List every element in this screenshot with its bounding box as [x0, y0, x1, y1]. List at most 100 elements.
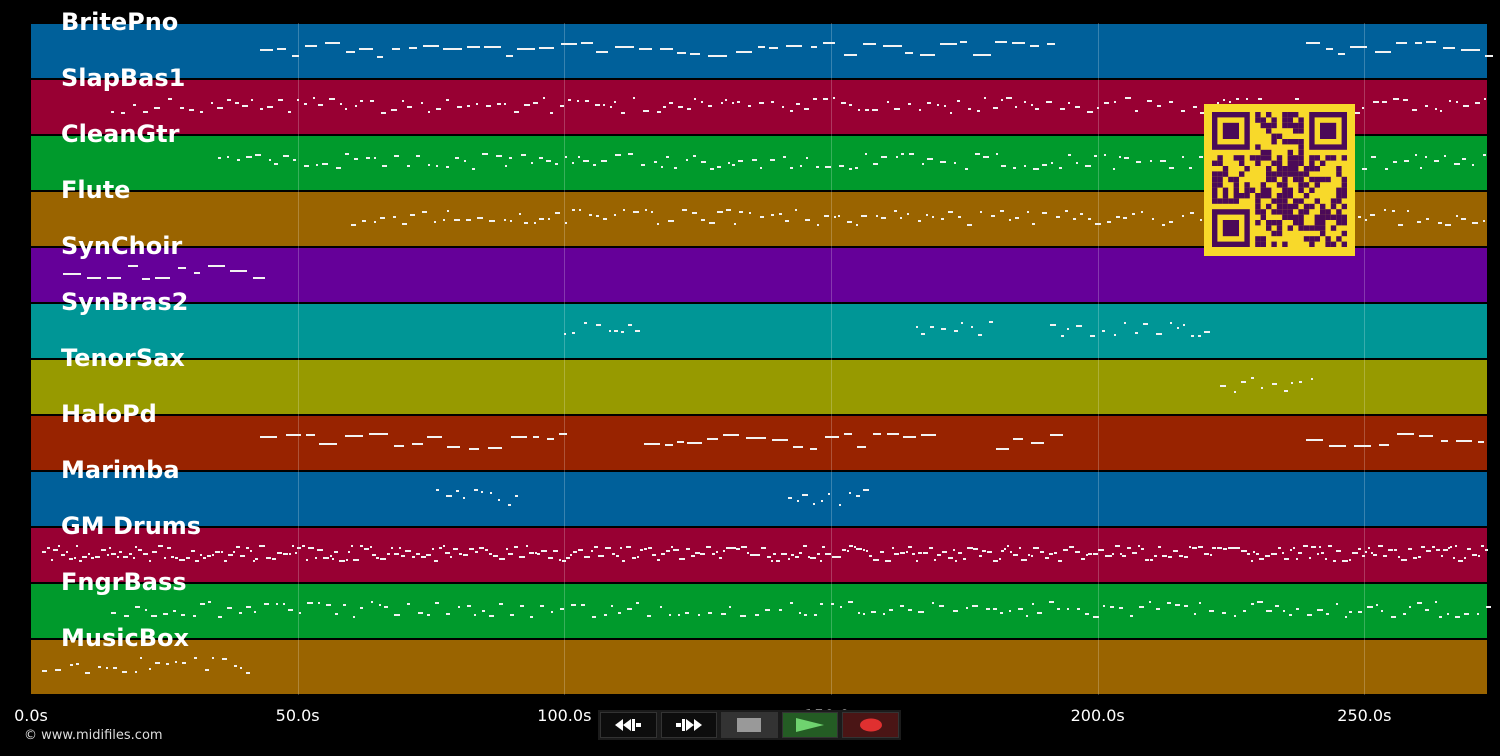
midi-note	[604, 547, 611, 549]
midi-note	[749, 554, 756, 556]
midi-note	[998, 558, 1001, 560]
midi-note	[405, 550, 412, 552]
midi-note	[1174, 604, 1181, 606]
track-name-label: HaloPd	[61, 400, 157, 428]
midi-note	[748, 212, 751, 214]
midi-note	[1247, 553, 1251, 555]
midi-note	[253, 277, 265, 279]
midi-note	[498, 603, 503, 605]
midi-note	[267, 106, 273, 108]
midi-note	[899, 605, 904, 607]
midi-note	[864, 109, 870, 111]
midi-note	[1093, 155, 1098, 157]
midi-note	[112, 667, 118, 669]
rewind-icon	[615, 719, 642, 731]
midi-note	[614, 214, 617, 216]
midi-note	[391, 547, 394, 549]
midi-note	[368, 433, 388, 435]
midi-note	[180, 107, 185, 109]
midi-note	[94, 556, 101, 558]
midi-note	[1076, 325, 1082, 327]
midi-note	[734, 223, 737, 225]
midi-note	[906, 213, 910, 215]
midi-note	[1180, 110, 1186, 112]
midi-note	[1338, 53, 1345, 55]
midi-note	[1393, 98, 1400, 100]
midi-note	[393, 216, 396, 218]
midi-note	[580, 42, 593, 44]
midi-note	[808, 556, 811, 558]
midi-note	[485, 549, 489, 551]
midi-note	[1042, 212, 1048, 214]
record-button[interactable]	[842, 712, 899, 738]
midi-note	[1448, 100, 1451, 102]
midi-note	[550, 611, 553, 613]
midi-note	[524, 104, 530, 106]
midi-note	[291, 55, 300, 57]
time-tick-label: 250.0s	[1337, 706, 1392, 725]
fast-forward-button[interactable]	[660, 712, 718, 738]
midi-note	[1392, 161, 1398, 163]
midi-note	[904, 52, 913, 54]
midi-note	[276, 48, 286, 50]
play-button[interactable]	[781, 712, 839, 738]
midi-note	[936, 554, 941, 556]
midi-note	[269, 159, 272, 161]
midi-note	[1119, 607, 1124, 609]
stop-button[interactable]	[721, 712, 778, 738]
rewind-button[interactable]	[600, 712, 657, 738]
midi-note	[1228, 101, 1231, 103]
midi-note	[640, 164, 646, 166]
midi-note	[41, 670, 48, 672]
midi-note	[718, 557, 723, 559]
midi-note	[972, 605, 978, 607]
midi-note	[1050, 162, 1053, 164]
midi-note	[999, 210, 1004, 212]
midi-note	[623, 209, 626, 211]
midi-note	[827, 493, 830, 495]
midi-note	[133, 104, 137, 106]
midi-note	[1066, 608, 1069, 610]
midi-note	[1250, 560, 1253, 562]
midi-note	[920, 54, 936, 56]
midi-note	[785, 45, 802, 47]
midi-note	[155, 662, 160, 664]
midi-note	[895, 156, 898, 158]
midi-note	[1057, 560, 1062, 562]
midi-note	[519, 213, 522, 215]
midi-note	[856, 548, 863, 550]
midi-note	[521, 154, 526, 156]
midi-note	[735, 51, 752, 53]
midi-note	[1332, 560, 1336, 562]
midi-note	[1305, 439, 1324, 441]
midi-note	[463, 497, 466, 499]
midi-note	[1018, 608, 1023, 610]
midi-note	[132, 557, 135, 559]
midi-note	[503, 219, 506, 221]
midi-note	[1424, 609, 1429, 611]
midi-note	[1049, 601, 1055, 603]
midi-note	[1316, 609, 1323, 611]
track-name-label: BritePno	[61, 8, 179, 36]
midi-note	[380, 112, 387, 114]
midi-note	[195, 560, 199, 562]
midi-note	[1076, 162, 1079, 164]
midi-note	[1197, 335, 1202, 337]
midi-note	[588, 214, 593, 216]
midi-note	[1362, 107, 1365, 109]
midi-note	[250, 99, 254, 101]
midi-note	[809, 448, 818, 450]
midi-note	[1204, 331, 1210, 333]
midi-note	[727, 162, 730, 164]
midi-note	[1403, 613, 1407, 615]
midi-note	[663, 106, 666, 108]
midi-note	[1035, 108, 1040, 110]
midi-note	[370, 100, 374, 102]
midi-note	[1476, 613, 1479, 615]
midi-note	[359, 545, 364, 547]
midi-note	[285, 434, 301, 436]
midi-note	[595, 324, 602, 326]
midi-note	[1141, 548, 1145, 550]
midi-note	[319, 443, 337, 445]
midi-note	[508, 504, 511, 506]
